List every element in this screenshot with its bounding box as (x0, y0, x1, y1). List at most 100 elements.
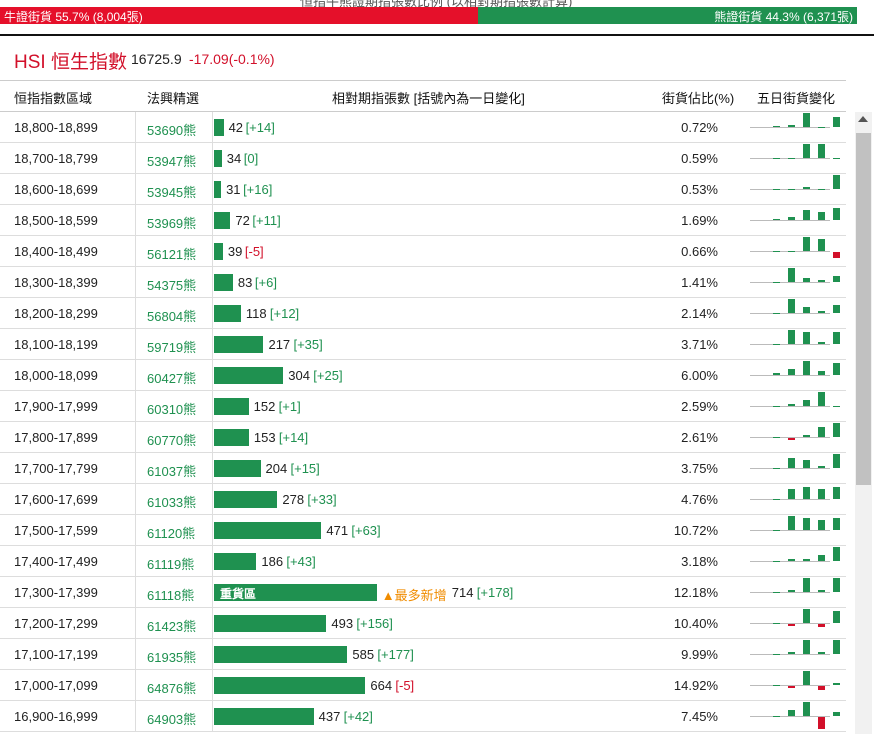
column-line (135, 112, 136, 143)
trend-bar (773, 313, 780, 314)
code-link[interactable]: 60770熊 (147, 433, 197, 448)
code-link[interactable]: 61120熊 (147, 526, 196, 541)
trend-baseline (750, 623, 830, 624)
code-link[interactable]: 61423熊 (147, 619, 197, 634)
trend-baseline (750, 127, 830, 128)
column-line (212, 639, 213, 670)
trend-bar (818, 342, 825, 344)
trend-bar (788, 624, 795, 626)
trend-bar (773, 685, 780, 686)
count-label: 72 (235, 213, 250, 228)
code-link[interactable]: 53690熊 (147, 123, 197, 138)
code-link[interactable]: 61119熊 (147, 557, 195, 572)
change-label: [+42] (343, 709, 373, 724)
column-line (135, 236, 136, 267)
count-label: 153 (253, 430, 276, 445)
count-bar (214, 181, 222, 198)
change-label: [+156] (356, 616, 393, 631)
trend-bar (788, 559, 795, 561)
trend-bar (818, 189, 825, 190)
header-row (0, 80, 846, 112)
column-line (135, 143, 136, 174)
share: 1.41% (681, 275, 718, 290)
range: 17,600-17,699 (14, 492, 98, 507)
trend-bar (788, 330, 795, 344)
change-label: [+1] (278, 399, 301, 414)
change-label: [+6] (254, 275, 277, 290)
trend-bar (788, 369, 795, 375)
column-line (135, 360, 136, 391)
column-line (212, 670, 213, 701)
column-line (212, 298, 213, 329)
code-link[interactable]: 53969熊 (147, 216, 197, 231)
trend-bar (818, 520, 825, 530)
bear-bar (477, 7, 858, 24)
trend-bar (803, 113, 810, 127)
column-line (212, 360, 213, 391)
row (0, 143, 846, 174)
column-line (212, 546, 213, 577)
code-link[interactable]: 61118熊 (147, 588, 195, 603)
count-bar (214, 460, 261, 477)
row (0, 422, 846, 453)
code-link[interactable]: 60427熊 (147, 371, 197, 386)
trend-bar (803, 640, 810, 654)
range: 18,100-18,199 (14, 337, 98, 352)
trend-bar (773, 251, 780, 252)
trend-bar (818, 624, 825, 627)
trend-bar (818, 717, 825, 729)
count-label: 186 (261, 554, 284, 569)
count-label: 204 (265, 461, 288, 476)
code-link[interactable]: 64876熊 (147, 681, 197, 696)
change-label: [0] (243, 151, 259, 166)
code-link[interactable]: 60310熊 (147, 402, 197, 417)
trend-bar (773, 499, 780, 500)
count-bar (214, 212, 231, 229)
code-link[interactable]: 56804熊 (147, 309, 197, 324)
count-bar (214, 119, 224, 136)
trend-baseline (750, 468, 830, 469)
column-line (212, 329, 213, 360)
trend-bar (773, 189, 780, 190)
trend-bar (818, 427, 825, 437)
code-link[interactable]: 56121熊 (147, 247, 197, 262)
trend-bar (773, 654, 780, 655)
row (0, 701, 846, 732)
code-link[interactable]: 61033熊 (147, 495, 197, 510)
trend-baseline (750, 530, 830, 531)
trend-bar (833, 454, 840, 468)
trend-baseline (750, 437, 830, 438)
count-label: 217 (268, 337, 291, 352)
code-link[interactable]: 61037熊 (147, 464, 197, 479)
count-bar (214, 646, 348, 663)
trend-bar (788, 189, 795, 190)
trend-bar (788, 516, 795, 530)
trend-bar (788, 590, 795, 592)
change-label: [+15] (290, 461, 320, 476)
trend-bar (788, 251, 795, 252)
column-line (135, 670, 136, 701)
code-link[interactable]: 64903熊 (147, 712, 197, 727)
trend-bar (788, 458, 795, 468)
change-label: [+33] (307, 492, 337, 507)
code-link[interactable]: 54375熊 (147, 278, 197, 293)
count-label: 118 (245, 306, 267, 321)
code-link[interactable]: 53947熊 (147, 154, 197, 169)
row (0, 515, 846, 546)
trend-bar (803, 278, 810, 282)
code-link[interactable]: 53945熊 (147, 185, 197, 200)
count-label: 714 (451, 585, 474, 600)
code-link[interactable]: 59719熊 (147, 340, 197, 355)
trend-baseline (750, 685, 830, 686)
column-line (135, 484, 136, 515)
count-bar (214, 615, 327, 632)
trend-bar (833, 158, 840, 159)
trend-baseline (750, 561, 830, 562)
column-line (135, 515, 136, 546)
code-link[interactable]: 61935熊 (147, 650, 197, 665)
trend-bar (818, 371, 825, 375)
column-line (212, 515, 213, 546)
trend-bar (803, 460, 810, 468)
row (0, 453, 846, 484)
trend-bar (818, 280, 825, 282)
